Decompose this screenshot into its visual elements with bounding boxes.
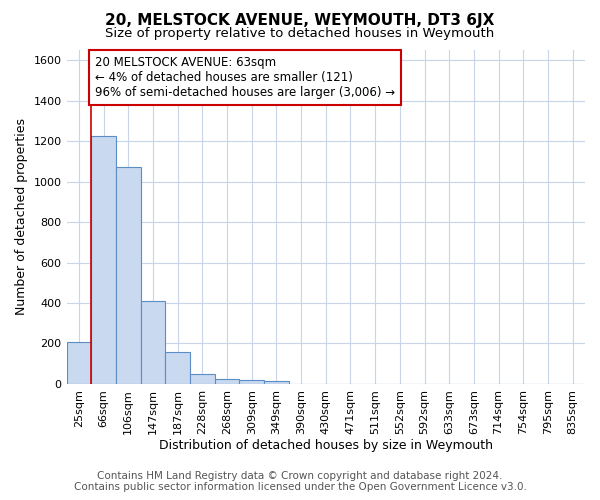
Bar bbox=[215, 379, 239, 384]
Bar bbox=[264, 381, 289, 384]
Bar bbox=[67, 342, 91, 384]
Text: 20 MELSTOCK AVENUE: 63sqm
← 4% of detached houses are smaller (121)
96% of semi-: 20 MELSTOCK AVENUE: 63sqm ← 4% of detach… bbox=[95, 56, 395, 99]
Bar bbox=[165, 352, 190, 384]
Text: 20, MELSTOCK AVENUE, WEYMOUTH, DT3 6JX: 20, MELSTOCK AVENUE, WEYMOUTH, DT3 6JX bbox=[106, 12, 494, 28]
Text: Size of property relative to detached houses in Weymouth: Size of property relative to detached ho… bbox=[106, 28, 494, 40]
Bar bbox=[91, 136, 116, 384]
Bar bbox=[140, 301, 165, 384]
Text: Contains HM Land Registry data © Crown copyright and database right 2024.
Contai: Contains HM Land Registry data © Crown c… bbox=[74, 471, 526, 492]
X-axis label: Distribution of detached houses by size in Weymouth: Distribution of detached houses by size … bbox=[159, 440, 493, 452]
Bar bbox=[239, 380, 264, 384]
Y-axis label: Number of detached properties: Number of detached properties bbox=[15, 118, 28, 316]
Bar bbox=[116, 168, 140, 384]
Bar bbox=[190, 374, 215, 384]
